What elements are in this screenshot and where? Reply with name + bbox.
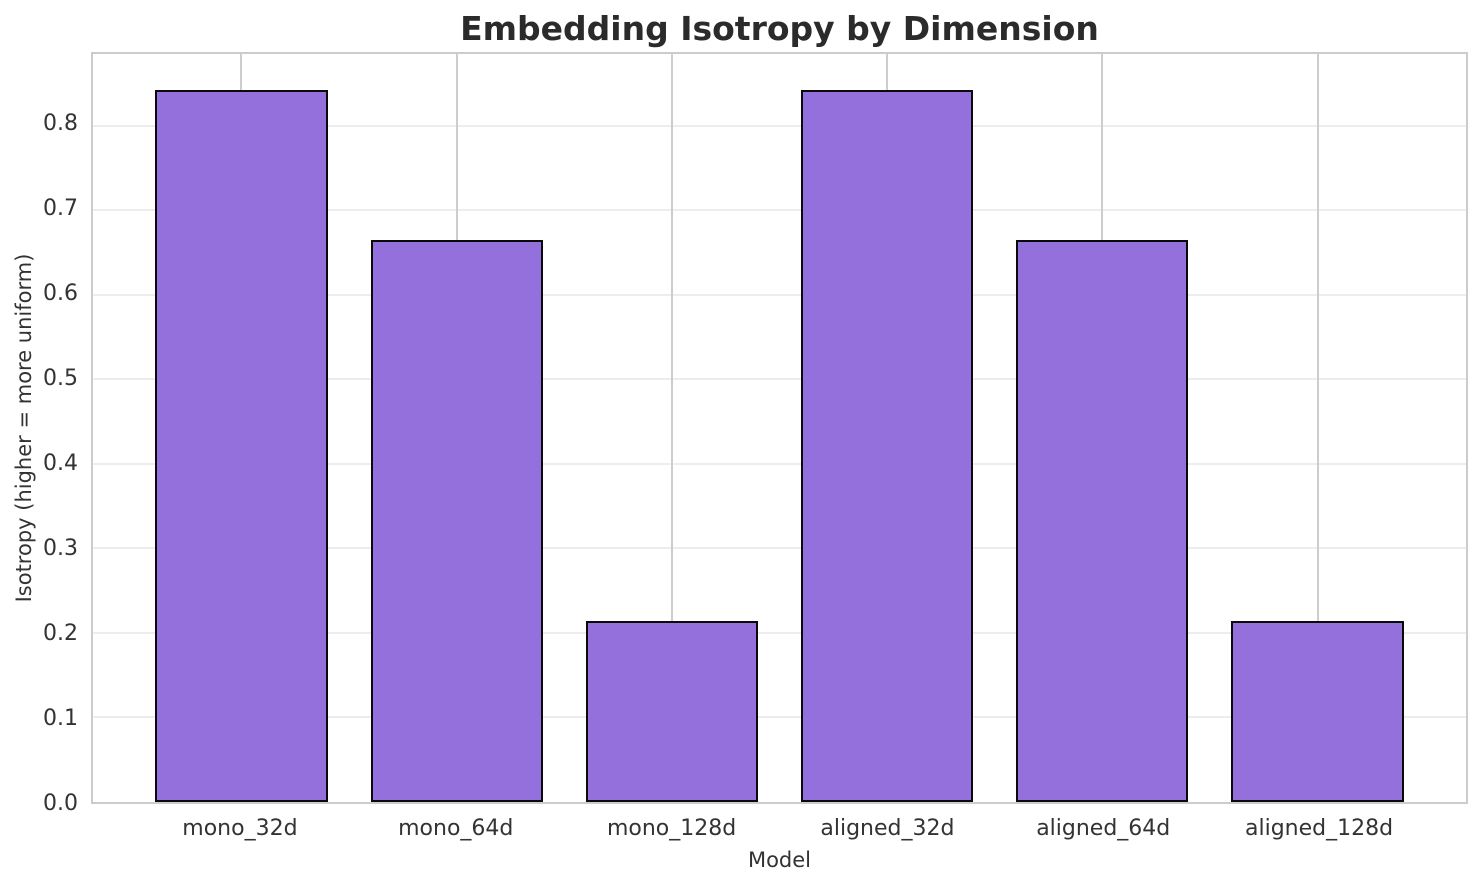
gridline-h-0.3 (93, 547, 1466, 550)
y-tick-0.1: 0.1 (43, 706, 78, 732)
gridline-h-0.4 (93, 462, 1466, 465)
x-tick-mono_32d: mono_32d (182, 816, 298, 841)
gridline-v-mono_128d (670, 54, 673, 802)
y-tick-0.6: 0.6 (43, 281, 78, 307)
y-tick-0.0: 0.0 (43, 791, 78, 816)
x-tick-mono_64d: mono_64d (398, 816, 514, 841)
y-tick-0.3: 0.3 (43, 536, 78, 562)
bar-mono_32d (155, 90, 328, 802)
chart-title: Embedding Isotropy by Dimension (460, 9, 1099, 48)
gridline-h-0.6 (93, 293, 1466, 296)
gridline-h-0.8 (93, 124, 1466, 127)
x-tick-aligned_64d: aligned_64d (1036, 816, 1171, 841)
x-tick-mono_128d: mono_128d (606, 816, 737, 841)
gridline-h-0.5 (93, 378, 1466, 381)
bar-mono_128d (585, 621, 758, 802)
y-tick-0.2: 0.2 (43, 621, 78, 647)
x-axis-label: Model (747, 848, 812, 872)
x-tick-aligned_32d: aligned_32d (820, 816, 955, 841)
gridline-h-0.2 (93, 631, 1466, 634)
y-tick-0.7: 0.7 (43, 196, 78, 222)
bar-aligned_32d (801, 90, 974, 802)
bar-aligned_64d (1016, 239, 1189, 802)
y-tick-0.8: 0.8 (43, 111, 78, 137)
gridline-v-aligned_128d (1316, 54, 1319, 802)
gridline-h-0.1 (93, 716, 1466, 719)
y-tick-0.5: 0.5 (43, 366, 78, 392)
bar-aligned_128d (1231, 621, 1404, 802)
x-tick-aligned_128d: aligned_128d (1245, 816, 1394, 841)
y-tick-0.4: 0.4 (43, 451, 78, 477)
gridline-h-0.7 (93, 209, 1466, 212)
bar-mono_64d (370, 239, 543, 802)
plot-area (91, 52, 1468, 804)
